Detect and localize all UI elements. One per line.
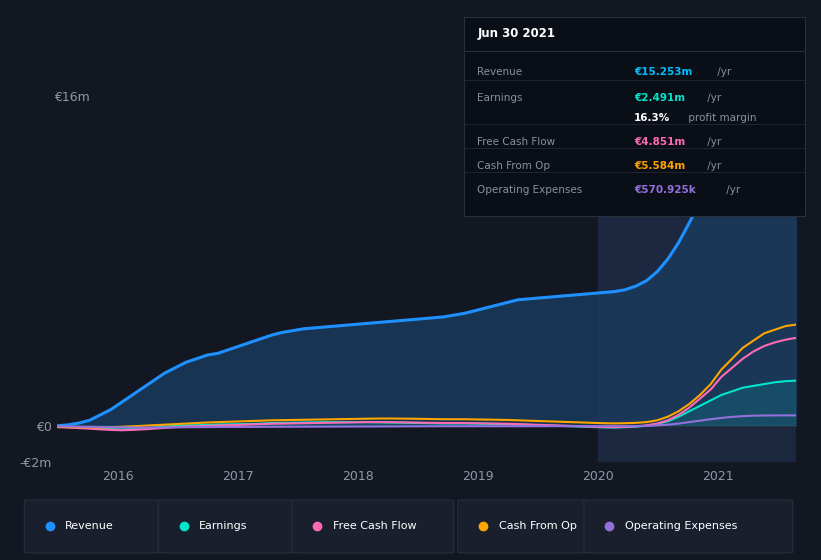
Text: €16m: €16m (54, 91, 89, 104)
Text: /yr: /yr (704, 94, 722, 103)
Text: €2.491m: €2.491m (635, 94, 686, 103)
Text: Operating Expenses: Operating Expenses (478, 185, 583, 195)
Text: €15.253m: €15.253m (635, 67, 693, 77)
Text: /yr: /yr (704, 161, 722, 171)
Text: €5.584m: €5.584m (635, 161, 686, 171)
FancyBboxPatch shape (158, 500, 296, 553)
Text: Revenue: Revenue (66, 521, 114, 531)
FancyBboxPatch shape (584, 500, 793, 553)
FancyBboxPatch shape (25, 500, 163, 553)
Text: /yr: /yr (723, 185, 741, 195)
Bar (599, 118, 809, 462)
Text: /yr: /yr (714, 67, 732, 77)
FancyBboxPatch shape (292, 500, 454, 553)
Text: Revenue: Revenue (478, 67, 523, 77)
Text: profit margin: profit margin (686, 113, 757, 123)
Text: Jun 30 2021: Jun 30 2021 (478, 27, 556, 40)
Text: Earnings: Earnings (200, 521, 248, 531)
Text: €4.851m: €4.851m (635, 137, 686, 147)
Text: €570.925k: €570.925k (635, 185, 696, 195)
Text: Cash From Op: Cash From Op (499, 521, 576, 531)
Text: 16.3%: 16.3% (635, 113, 671, 123)
FancyBboxPatch shape (458, 500, 588, 553)
Text: Free Cash Flow: Free Cash Flow (333, 521, 417, 531)
Text: Operating Expenses: Operating Expenses (625, 521, 737, 531)
Text: Free Cash Flow: Free Cash Flow (478, 137, 556, 147)
Text: /yr: /yr (704, 137, 722, 147)
Text: Cash From Op: Cash From Op (478, 161, 551, 171)
Text: Earnings: Earnings (478, 94, 523, 103)
